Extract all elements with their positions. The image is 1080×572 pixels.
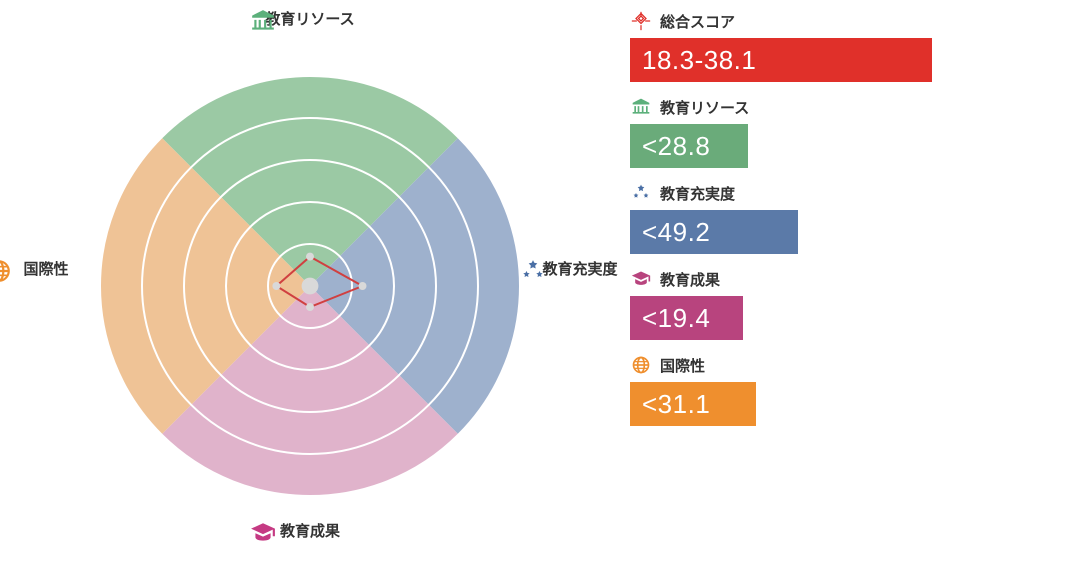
score-bar-track: <49.2 <box>630 210 1050 254</box>
score-value: <49.2 <box>642 217 710 248</box>
score-header: 教育リソース <box>630 96 1050 118</box>
score-block-overall: 総合スコア 18.3-38.1 <box>630 10 1050 82</box>
score-value: <19.4 <box>642 303 710 334</box>
axis-label-outcomes: 教育成果 <box>250 520 370 541</box>
score-block-enrichment: 教育充実度 <49.2 <box>630 182 1050 254</box>
score-header: 総合スコア <box>630 10 1050 32</box>
score-block-global: 国際性 <31.1 <box>630 354 1050 426</box>
score-value: 18.3-38.1 <box>642 45 756 76</box>
score-bar: <28.8 <box>630 124 748 168</box>
root: 教育リソース教育充実度教育成果国際性 総合スコア18.3-38.1教育リソース<… <box>0 0 1080 572</box>
bank-icon <box>630 96 652 118</box>
score-bar: 18.3-38.1 <box>630 38 932 82</box>
axis-label-text: 国際性 <box>0 258 106 279</box>
score-bar: <49.2 <box>630 210 798 254</box>
score-bar-track: <19.4 <box>630 296 1050 340</box>
radar-chart-panel: 教育リソース教育充実度教育成果国際性 <box>0 0 620 572</box>
score-block-outcomes: 教育成果 <19.4 <box>630 268 1050 340</box>
score-label: 国際性 <box>660 355 705 376</box>
score-label: 教育リソース <box>660 97 749 118</box>
score-bar: <31.1 <box>630 382 756 426</box>
score-block-resources: 教育リソース <28.8 <box>630 96 1050 168</box>
score-panel: 総合スコア 18.3-38.1 教育リソース <28.8 教育充実度 <49.2 教育成果 <… <box>620 0 1080 572</box>
score-label: 教育充実度 <box>660 183 735 204</box>
stars-icon <box>630 182 652 204</box>
radar-chart <box>0 0 620 572</box>
axis-label-enrichment: 教育充実度 <box>520 258 640 279</box>
score-label: 教育成果 <box>660 269 720 290</box>
score-header: 教育充実度 <box>630 182 1050 204</box>
score-bar-track: 18.3-38.1 <box>630 38 1050 82</box>
score-bar-track: <28.8 <box>630 124 1050 168</box>
score-bar: <19.4 <box>630 296 743 340</box>
score-bar-track: <31.1 <box>630 382 1050 426</box>
score-label: 総合スコア <box>660 11 735 32</box>
target-icon <box>630 10 652 32</box>
globe-icon <box>630 354 652 376</box>
score-header: 国際性 <box>630 354 1050 376</box>
score-value: <28.8 <box>642 131 710 162</box>
axis-label-resources: 教育リソース <box>250 8 370 29</box>
score-header: 教育成果 <box>630 268 1050 290</box>
score-value: <31.1 <box>642 389 710 420</box>
axis-label-global: 国際性 <box>0 258 106 279</box>
